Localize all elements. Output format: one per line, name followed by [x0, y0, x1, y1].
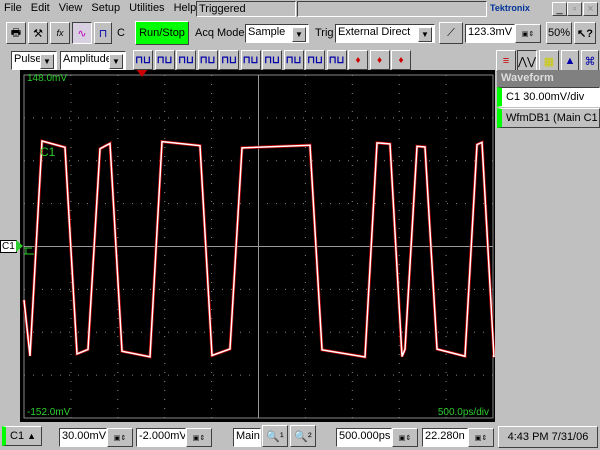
- zoom-2-icon[interactable]: 🔍²: [290, 425, 316, 447]
- trigger-position-icon: [136, 69, 148, 77]
- waveform-panel-title: Waveform: [497, 70, 600, 87]
- pulse-overshoot-icon[interactable]: ⊓⊔: [197, 50, 218, 70]
- pulse-amplitude-icon[interactable]: ⊓⊔: [133, 50, 153, 70]
- channel-marker[interactable]: C1: [0, 240, 17, 253]
- acq-mode-label: Acq Mode: [195, 27, 245, 39]
- pulse-width-icon[interactable]: ⊓⊔: [240, 50, 261, 70]
- vertical-scale-spinner[interactable]: ▣⇕: [107, 428, 133, 447]
- rise-time-icon[interactable]: ⊓⊔: [305, 50, 325, 70]
- timebase-label: 500.0ps/div: [437, 407, 489, 418]
- vertical-offset-spinner[interactable]: ▣⇕: [186, 428, 212, 447]
- measure-type-select[interactable]: Amplitude ▼: [60, 51, 126, 70]
- waveform-item-label: C1 30.00mV/div: [506, 91, 585, 103]
- horizontal-position-field[interactable]: 22.280n: [422, 428, 468, 447]
- c-button[interactable]: C: [117, 27, 125, 39]
- chevron-down-icon[interactable]: ▼: [418, 27, 432, 42]
- vertical-scale-field[interactable]: 30.00mV/: [59, 428, 107, 447]
- tektronix-logo: Tektronix: [490, 3, 530, 13]
- eye-diagram-icon[interactable]: ⌘: [581, 50, 599, 72]
- chevron-up-icon: ▲: [27, 431, 37, 441]
- color-grade-icon[interactable]: ≡: [496, 50, 516, 72]
- measure-type-value: Amplitude: [63, 53, 112, 65]
- cursor-icon[interactable]: ⊓: [94, 22, 112, 44]
- chevron-down-icon[interactable]: ▼: [40, 54, 54, 69]
- measure-category-select[interactable]: Pulse ▼: [11, 51, 57, 70]
- fall-time-icon[interactable]: ⊓⊔: [326, 50, 347, 70]
- horizontal-position-spinner[interactable]: ▣⇕: [468, 428, 494, 447]
- restore-button[interactable]: ▫: [567, 2, 582, 16]
- horizontal-scale-spinner[interactable]: ▣⇕: [392, 428, 418, 447]
- menu-bar: File Edit View Setup Utilities Help: [4, 2, 205, 14]
- trace-label: C1: [40, 145, 56, 159]
- trig-source-value: External Direct: [338, 26, 411, 38]
- graticule-icon[interactable]: ▦: [539, 50, 559, 72]
- acq-mode-value: Sample: [248, 26, 286, 38]
- pulse-rms-icon[interactable]: ⊓⊔: [262, 50, 282, 70]
- waveform-item-c1[interactable]: C1 30.00mV/div: [497, 87, 600, 107]
- channel-select-button[interactable]: C1 ▲: [2, 426, 42, 446]
- trig-level-spinner[interactable]: ▣⇕: [515, 24, 541, 43]
- top-voltage-label: 148.0mV: [27, 73, 68, 84]
- zoom-percent-button[interactable]: 50%: [546, 22, 572, 44]
- chevron-down-icon[interactable]: ▼: [292, 27, 306, 42]
- run-stop-button[interactable]: Run/Stop: [135, 21, 189, 45]
- timing-more-icon[interactable]: ♦: [391, 50, 411, 70]
- waveform-item-wfmdb1[interactable]: WfmDB1 (Main C1: [497, 108, 600, 128]
- pulse-cross-icon[interactable]: ⊓⊔: [176, 50, 196, 70]
- jitter-rms-icon[interactable]: ♦: [369, 50, 390, 70]
- menu-help[interactable]: Help: [173, 2, 197, 14]
- menu-setup[interactable]: Setup: [91, 2, 121, 14]
- menu-file[interactable]: File: [4, 2, 22, 14]
- acq-mode-select[interactable]: Sample ▼: [245, 24, 309, 43]
- horizontal-scale-field[interactable]: 500.000ps: [336, 428, 392, 447]
- zoom-1-icon[interactable]: 🔍¹: [262, 425, 288, 447]
- channel-marker-arrow-icon: [16, 240, 23, 252]
- waveform-trace: [23, 140, 495, 358]
- graticule: [22, 69, 496, 419]
- menu-utilities[interactable]: Utilities: [129, 2, 165, 14]
- ground-icon: [24, 247, 34, 255]
- channel-label: C1: [10, 430, 25, 442]
- print-icon[interactable]: 🖶: [6, 22, 26, 44]
- waveform-view-icon[interactable]: ⋀⋁: [517, 50, 537, 72]
- jitter-pp-icon[interactable]: ♦: [348, 50, 368, 70]
- trigger-slope-button[interactable]: ⟋: [439, 22, 463, 44]
- trig-label: Trig: [315, 27, 334, 39]
- datetime-display: 4:43 PM 7/31/06: [498, 426, 598, 448]
- trig-level-field[interactable]: 123.3mV: [465, 24, 515, 43]
- minimize-button[interactable]: _: [552, 2, 567, 16]
- help-pointer-icon[interactable]: ↖?: [574, 22, 596, 44]
- close-button[interactable]: ×: [583, 2, 598, 16]
- bottom-voltage-label: -152.0mV: [27, 407, 71, 418]
- menu-view[interactable]: View: [58, 2, 83, 14]
- status-field-2: [297, 1, 487, 17]
- chevron-down-icon[interactable]: ▼: [109, 54, 123, 69]
- status-field: Triggered: [196, 1, 296, 17]
- pulse-high-icon[interactable]: ⊓⊔: [154, 50, 175, 70]
- vertical-offset-field[interactable]: -2.000mV: [136, 428, 186, 447]
- pulse-period-icon[interactable]: ⊓⊔: [219, 50, 239, 70]
- trig-source-select[interactable]: External Direct ▼: [335, 24, 435, 43]
- waveform-display[interactable]: 148.0mV -152.0mV 500.0ps/div C1: [20, 69, 496, 422]
- measure-category-value: Pulse: [14, 53, 42, 65]
- tools-icon[interactable]: ⚒: [28, 22, 48, 44]
- math-fx-icon[interactable]: fx: [50, 22, 70, 44]
- waveform-display-icon[interactable]: ∿: [72, 22, 92, 44]
- pulse-undershoot-icon[interactable]: ⊓⊔: [283, 50, 304, 70]
- waveform-item-label: WfmDB1 (Main C1: [506, 112, 598, 124]
- histogram-icon[interactable]: ▲: [561, 50, 579, 72]
- menu-edit[interactable]: Edit: [30, 2, 50, 14]
- view-main-field[interactable]: Main: [233, 428, 261, 447]
